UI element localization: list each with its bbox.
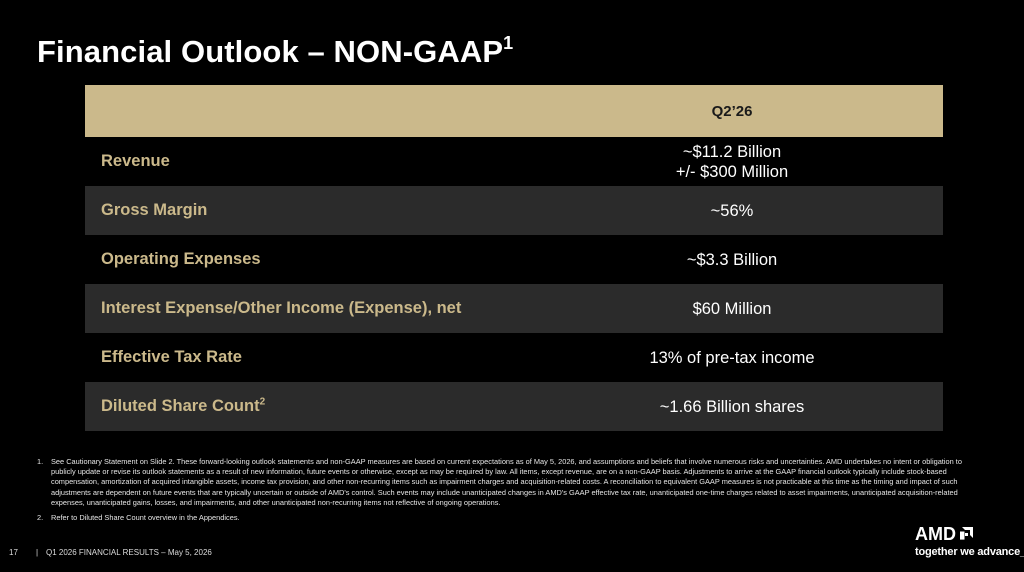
metric-text: Gross Margin	[101, 201, 208, 219]
footer-separator: |	[36, 548, 39, 557]
amd-arrow-icon	[960, 527, 973, 540]
value-line: ~56%	[710, 201, 754, 220]
value-line: 13% of pre-tax income	[649, 348, 815, 367]
metric-text: Operating Expenses	[101, 250, 261, 268]
footnote: 2. Refer to Diluted Share Count overview…	[37, 513, 982, 523]
amd-logo: AMD	[915, 525, 973, 543]
row-metric-label: Revenue	[101, 152, 170, 171]
table-row: Diluted Share Count2 ~1.66 Billion shares	[85, 382, 943, 431]
value-line: ~$11.2 Billion	[682, 142, 782, 161]
value-line: ~1.66 Billion shares	[659, 397, 805, 416]
footnotes: 1. See Cautionary Statement on Slide 2. …	[37, 457, 982, 528]
slide-footer: 17 | Q1 2026 FINANCIAL RESULTS – May 5, …	[0, 548, 400, 562]
metric-text: Effective Tax Rate	[101, 348, 242, 366]
footer-text: Q1 2026 FINANCIAL RESULTS – May 5, 2026	[46, 548, 212, 557]
row-metric-label: Diluted Share Count2	[101, 397, 265, 416]
brand-tagline: together we advance_	[915, 546, 1024, 558]
metric-text: Diluted Share Count	[101, 397, 260, 415]
table-row: Interest Expense/Other Income (Expense),…	[85, 284, 943, 333]
row-metric-label: Gross Margin	[101, 201, 207, 220]
row-metric-label: Effective Tax Rate	[101, 348, 242, 367]
table-row: Gross Margin ~56%	[85, 186, 943, 235]
footnote-text: See Cautionary Statement on Slide 2. The…	[51, 457, 962, 507]
metric-text: Interest Expense/Other Income (Expense),…	[101, 299, 462, 317]
value-line: +/- $300 Million	[675, 162, 789, 181]
row-value: ~$11.2 Billion +/- $300 Million	[521, 137, 943, 186]
logo-wordmark: AMD	[915, 524, 956, 544]
page-title: Financial Outlook – NON-GAAP1	[37, 34, 513, 70]
row-value: ~56%	[521, 186, 943, 235]
footnote-number: 2.	[37, 513, 44, 523]
row-value: ~1.66 Billion shares	[521, 382, 943, 431]
footnote: 1. See Cautionary Statement on Slide 2. …	[37, 457, 982, 508]
row-metric-label: Operating Expenses	[101, 250, 261, 269]
value-line: ~$3.3 Billion	[686, 250, 778, 269]
amd-brand: AMD together we advance_	[905, 525, 1024, 565]
table-body: Revenue ~$11.2 Billion +/- $300 Million Gro…	[85, 137, 943, 431]
title-footnote-marker: 1	[503, 32, 514, 53]
metric-text: Revenue	[101, 152, 170, 170]
table-row: Revenue ~$11.2 Billion +/- $300 Million	[85, 137, 943, 186]
table-row: Effective Tax Rate 13% of pre-tax income	[85, 333, 943, 382]
row-metric-label: Interest Expense/Other Income (Expense),…	[101, 299, 461, 318]
page-number: 17	[9, 548, 18, 557]
outlook-table: Q2’26 Revenue ~$11.2 Billion +/- $300 Mill…	[85, 85, 943, 431]
column-header-quarter: Q2’26	[711, 102, 753, 120]
row-value: ~$3.3 Billion	[521, 235, 943, 284]
table-header: Q2’26	[85, 85, 943, 137]
table-row: Operating Expenses ~$3.3 Billion	[85, 235, 943, 284]
value-line: $60 Million	[692, 299, 772, 318]
row-value: 13% of pre-tax income	[521, 333, 943, 382]
row-value: $60 Million	[521, 284, 943, 333]
footnote-number: 1.	[37, 457, 44, 466]
footnote-text: Refer to Diluted Share Count overview in…	[51, 513, 240, 523]
metric-footnote-marker: 2	[259, 396, 266, 408]
title-text: Financial Outlook – NON-GAAP	[37, 34, 504, 69]
